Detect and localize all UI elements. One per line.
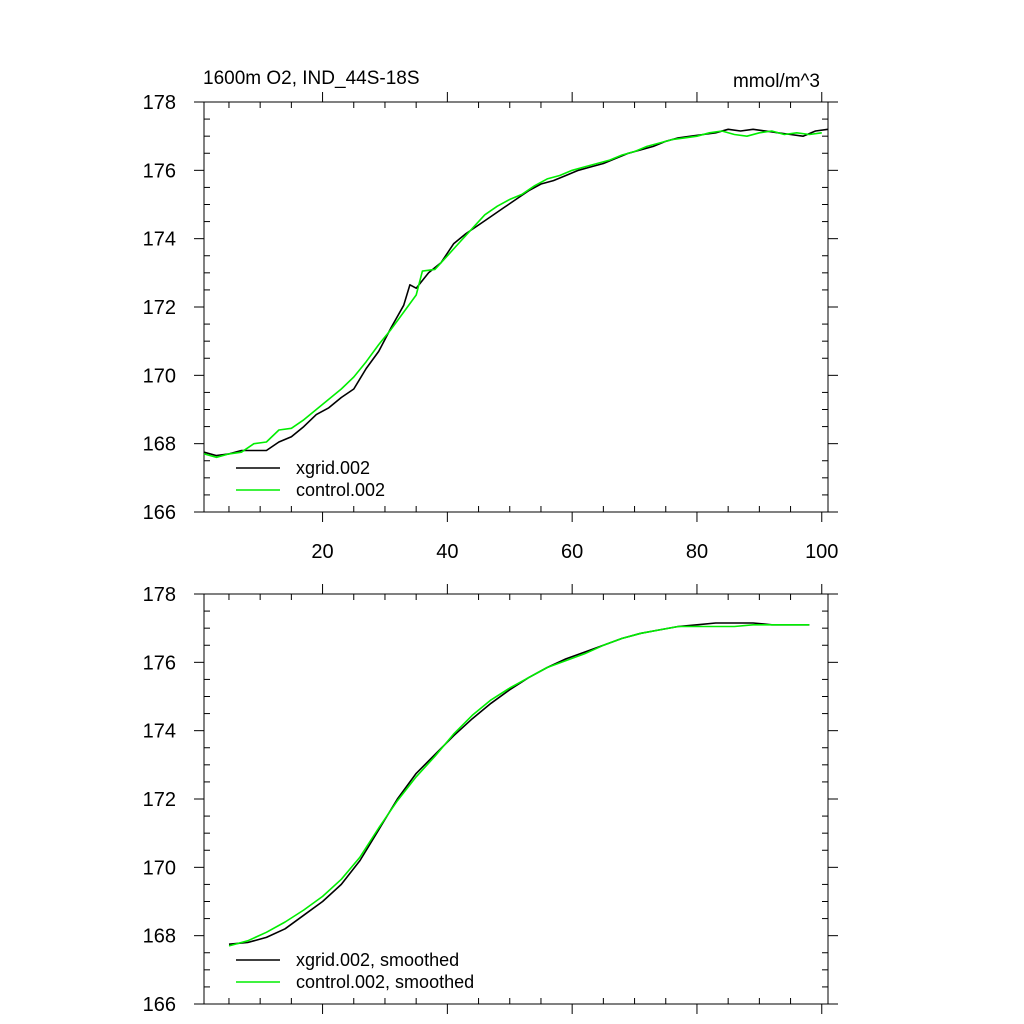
- units-label: mmol/m^3: [733, 71, 820, 92]
- x-tick-label: 60: [561, 541, 583, 563]
- y-tick-label: 178: [143, 92, 176, 114]
- legend-label: xgrid.002, smoothed: [296, 950, 459, 970]
- x-tick-label: 40: [436, 541, 458, 563]
- top-panel: 166 168 170 172 174 176 178 20 40 60 80 100 xgrid.00…: [143, 92, 838, 563]
- y-tick-label: 176: [143, 652, 176, 674]
- plot-frame: [203, 593, 829, 1005]
- y-tick-label: 172: [143, 297, 176, 319]
- plot-frame: [203, 101, 829, 513]
- y-tick-label: 170: [143, 857, 176, 879]
- y-tick-label: 174: [143, 721, 176, 743]
- y-tick-label: 178: [143, 584, 176, 606]
- y-tick-label: 166: [143, 502, 176, 524]
- bottom-panel: 166 168 170 172 174 176 178 xgrid.002, smoothed…: [143, 584, 838, 1016]
- y-tick-label: 176: [143, 160, 176, 182]
- y-tick-label: 168: [143, 434, 176, 456]
- x-tick-label: 20: [311, 541, 333, 563]
- x-tick-label: 80: [686, 541, 708, 563]
- y-tick-label: 166: [143, 994, 176, 1016]
- series-line: [203, 130, 822, 459]
- legend-label: xgrid.002: [296, 458, 370, 478]
- series-line: [228, 623, 810, 947]
- y-tick-label: 172: [143, 789, 176, 811]
- legend-label: control.002, smoothed: [296, 972, 474, 992]
- y-tick-label: 168: [143, 926, 176, 948]
- series-line: [203, 128, 829, 457]
- y-tick-label: 170: [143, 365, 176, 387]
- series-line: [228, 622, 810, 945]
- legend-label: control.002: [296, 480, 385, 500]
- chart-title: 1600m O2, IND_44S-18S: [203, 68, 420, 89]
- x-tick-label: 100: [805, 541, 838, 563]
- y-tick-label: 174: [143, 229, 176, 251]
